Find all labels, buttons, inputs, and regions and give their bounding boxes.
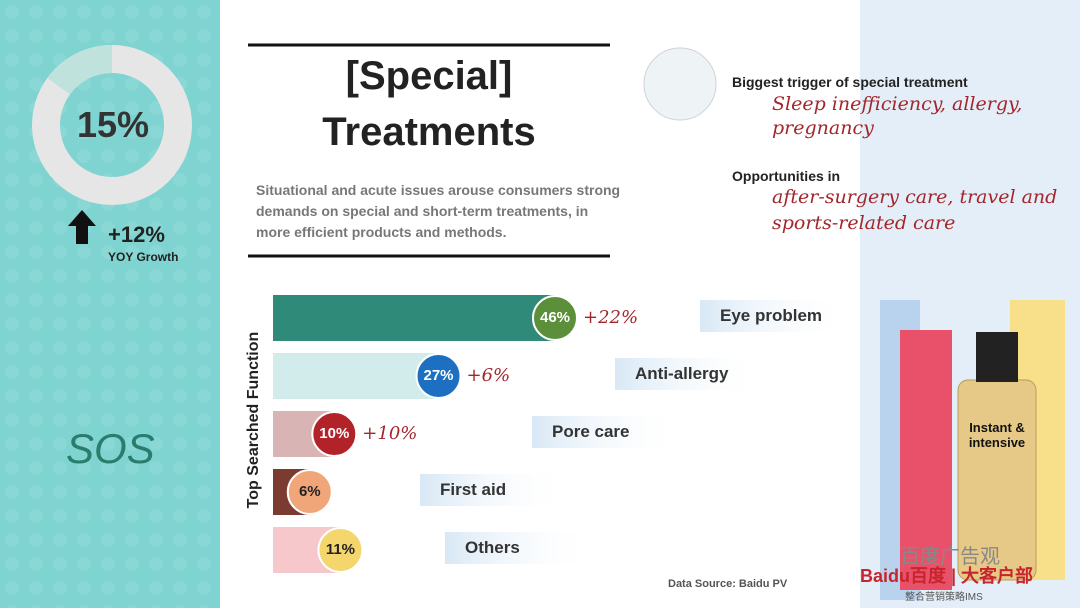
product-label: Instant & intensive xyxy=(968,420,1026,450)
growth-label: +6% xyxy=(466,365,511,386)
category-label: Pore care xyxy=(552,422,630,441)
kpi-growth: +12% xyxy=(108,222,165,247)
sos-label: SOS xyxy=(66,425,155,472)
left-panel xyxy=(0,0,220,608)
value-label: 11% xyxy=(325,541,356,558)
category-label: Anti-allergy xyxy=(635,364,729,383)
value-label: 6% xyxy=(298,483,321,500)
value-badge xyxy=(317,527,364,573)
value-badge xyxy=(311,411,358,457)
perfume-cap xyxy=(976,332,1018,382)
kpi-share: 15% xyxy=(76,104,150,145)
growth-label: +22% xyxy=(583,307,639,328)
logo: Baidu百度 | 大客户部 xyxy=(860,566,1034,586)
growth-label: +10% xyxy=(362,423,418,444)
value-badge xyxy=(532,295,578,341)
category-label: First aid xyxy=(440,480,507,499)
category-label: Eye problem xyxy=(720,306,823,325)
trigger-text: Sleep inefficiency, allergy, pregnancy xyxy=(772,93,1023,139)
bar xyxy=(273,353,439,399)
value-badge xyxy=(286,469,333,515)
bar xyxy=(273,295,555,341)
value-label: 27% xyxy=(423,367,454,384)
kpi-caption: YOY Growth xyxy=(108,250,179,264)
value-badge xyxy=(415,353,462,399)
opportunities-text: after-surgery care, travel and sports-re… xyxy=(772,186,1058,234)
source: Data Source: Baidu PV xyxy=(668,578,788,590)
tab xyxy=(615,358,765,390)
category-label: Others xyxy=(465,538,520,557)
tab xyxy=(420,474,570,506)
description: Situational and acute issues arouse cons… xyxy=(256,182,621,240)
droplet xyxy=(643,47,717,121)
bottle-shape xyxy=(900,330,952,590)
value-label: 46% xyxy=(539,309,571,326)
tab xyxy=(532,416,682,448)
value-label: 10% xyxy=(319,425,350,442)
opportunities-heading: Opportunities in xyxy=(732,168,841,184)
tab xyxy=(700,300,850,332)
title-line2: Treatments xyxy=(322,110,536,154)
watermark: 百度广告观 xyxy=(900,546,1000,568)
donut-segment xyxy=(47,45,113,95)
tab xyxy=(445,532,595,564)
logo-sub: 整合营销策略IMS xyxy=(905,592,983,603)
title-line1: [Special] xyxy=(345,54,513,98)
y-axis-label: Top Searched Function xyxy=(245,332,262,509)
growth-arrow xyxy=(68,210,96,244)
trigger-heading: Biggest trigger of special treatment xyxy=(732,74,968,90)
